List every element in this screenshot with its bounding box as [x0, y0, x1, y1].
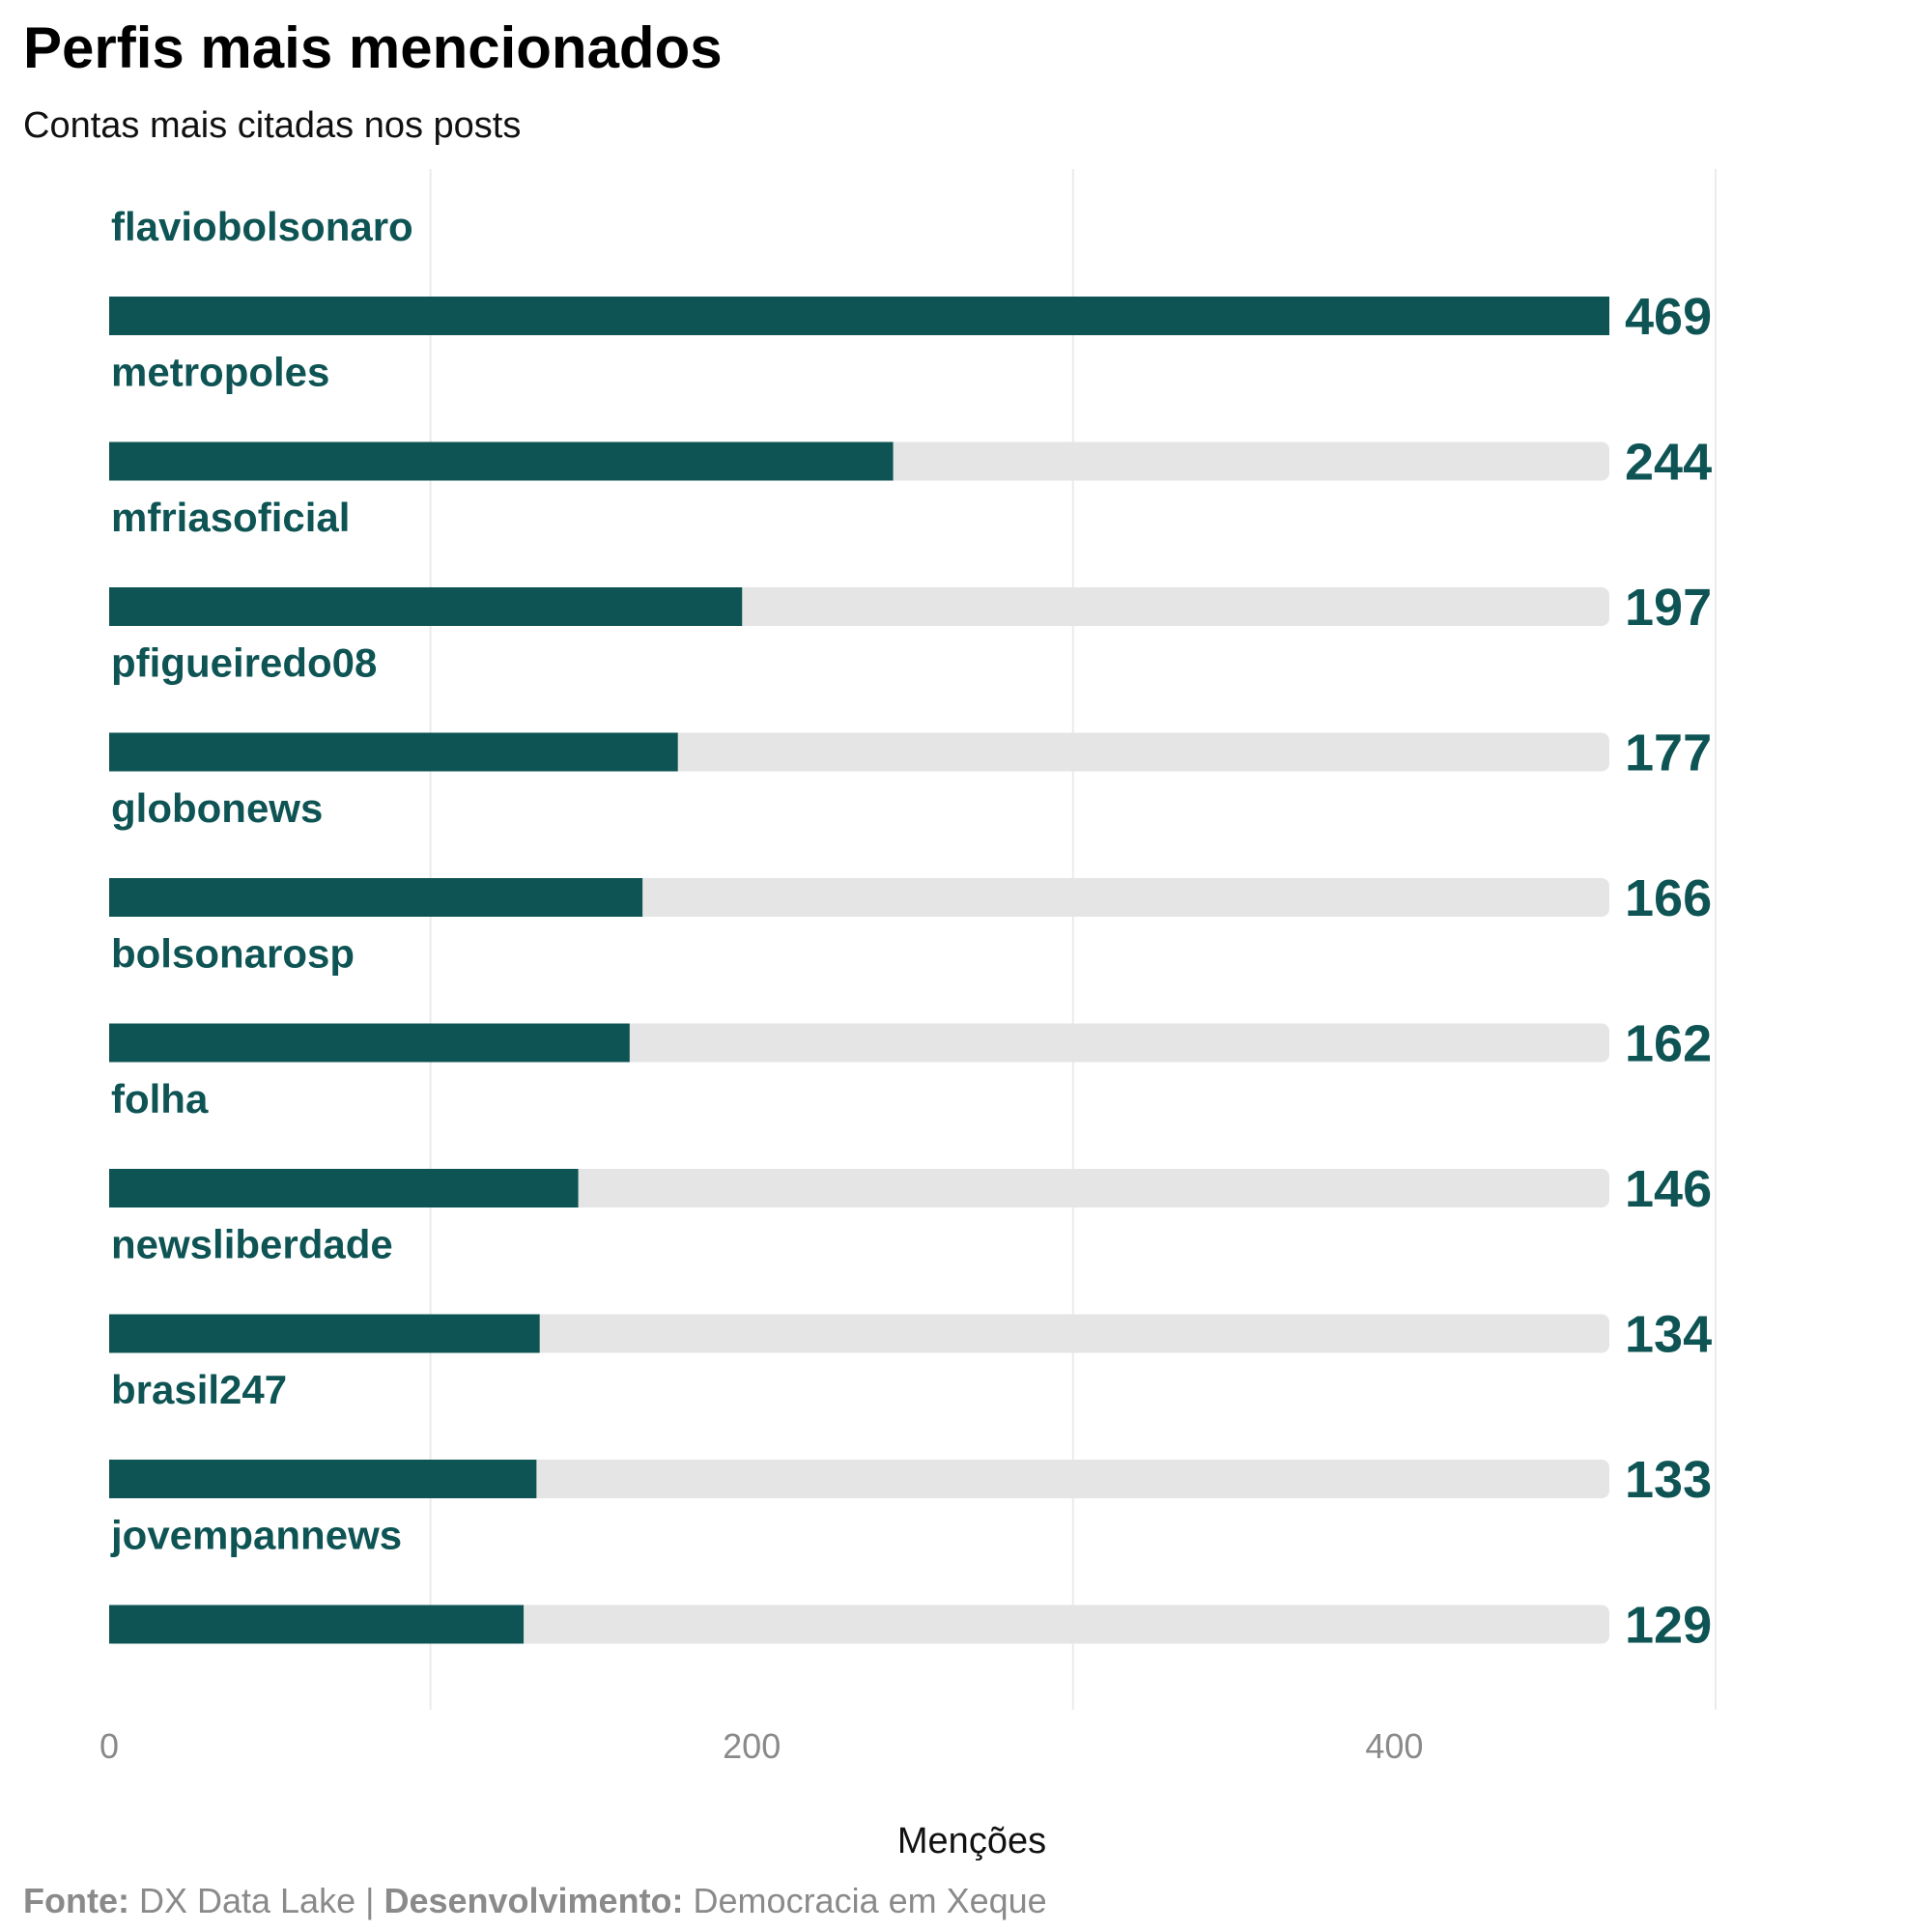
value-label-newsliberdade: 134 [1625, 1306, 1712, 1364]
value-label-pfigueiredo08: 177 [1625, 724, 1712, 782]
category-label-bolsonarosp: bolsonarosp [111, 931, 355, 977]
chart-title: Perfis mais mencionados [23, 15, 723, 80]
caption-source-label: Fonte: [23, 1881, 129, 1920]
category-label-flaviobolsonaro: flaviobolsonaro [111, 204, 413, 249]
category-label-mfriasoficial: mfriasoficial [111, 495, 350, 540]
value-label-brasil247: 133 [1625, 1451, 1712, 1509]
bar-labels: flaviobolsonaro 469 metropoles 244 mfriasofi… [110, 204, 1712, 1655]
value-label-bolsonarosp: 162 [1625, 1015, 1712, 1073]
category-label-brasil247: brasil247 [111, 1367, 287, 1412]
category-label-folha: folha [111, 1076, 209, 1122]
bar-mfriasoficial [109, 587, 743, 626]
bar-newsliberdade [109, 1314, 540, 1353]
bar-metropoles [109, 441, 894, 481]
x-tick-label-0: 0 [99, 1726, 119, 1766]
caption-dev-label: Desenvolvimento: [384, 1881, 683, 1920]
value-label-metropoles: 244 [1625, 434, 1712, 492]
category-label-pfigueiredo08: pfigueiredo08 [111, 640, 377, 686]
bar-bolsonarosp [109, 1023, 630, 1063]
x-tick-label-200: 200 [723, 1726, 781, 1766]
bar-folha [109, 1169, 579, 1208]
value-label-mfriasoficial: 197 [1625, 579, 1712, 637]
bar-globonews [109, 878, 643, 917]
value-label-flaviobolsonaro: 469 [1625, 288, 1712, 346]
chart-subtitle: Contas mais citadas nos posts [23, 105, 521, 146]
bars [109, 297, 1609, 1644]
bar-brasil247 [109, 1460, 537, 1498]
category-label-globonews: globonews [111, 785, 323, 831]
bar-flaviobolsonaro [109, 297, 1609, 335]
caption-dev-value: Democracia em Xeque [684, 1881, 1047, 1920]
category-label-metropoles: metropoles [111, 350, 329, 395]
value-label-jovempannews: 129 [1625, 1597, 1712, 1655]
caption-source-value: DX Data Lake | [129, 1881, 384, 1920]
value-label-globonews: 166 [1625, 869, 1712, 927]
x-tick-label-400: 400 [1365, 1726, 1423, 1766]
bar-jovempannews [109, 1605, 525, 1644]
value-label-folha: 146 [1625, 1160, 1712, 1218]
caption: Fonte: DX Data Lake | Desenvolvimento: D… [23, 1881, 1047, 1920]
x-axis: 0 200 400 [99, 1726, 1423, 1766]
x-axis-title: Menções [897, 1821, 1046, 1861]
gridlines [429, 169, 1717, 1710]
category-label-jovempannews: jovempannews [110, 1513, 402, 1558]
bar-pfigueiredo08 [109, 732, 678, 772]
category-label-newsliberdade: newsliberdade [111, 1222, 393, 1267]
